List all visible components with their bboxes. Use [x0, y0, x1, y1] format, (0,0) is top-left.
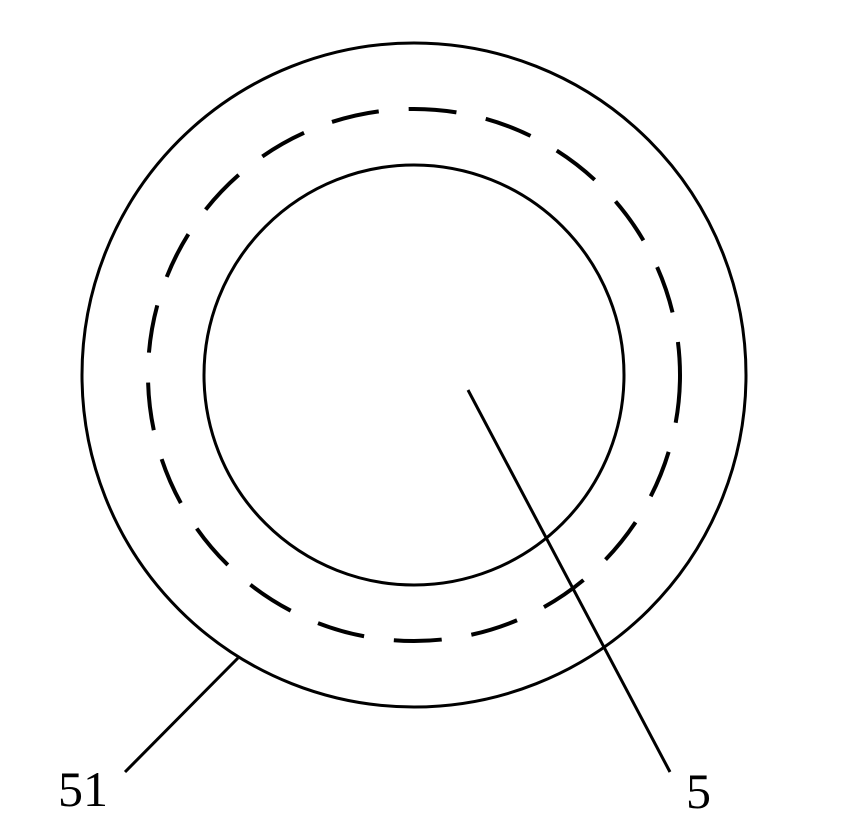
label-5: 5 — [686, 763, 711, 819]
leader-line-51 — [125, 658, 238, 772]
outer-circle — [82, 43, 746, 707]
leader-line-5 — [468, 390, 670, 772]
label-51: 51 — [58, 761, 108, 817]
inner-circle — [204, 165, 624, 585]
ring-diagram: 51 5 — [0, 0, 851, 823]
middle-dashed-circle — [148, 109, 680, 641]
